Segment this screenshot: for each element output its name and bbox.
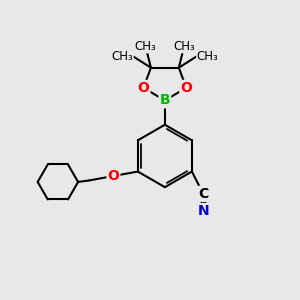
Text: CH₃: CH₃ xyxy=(173,40,195,53)
Text: B: B xyxy=(160,93,170,107)
Text: C: C xyxy=(198,187,208,201)
Text: O: O xyxy=(137,81,149,95)
Text: CH₃: CH₃ xyxy=(135,40,156,53)
Text: N: N xyxy=(198,204,210,218)
Text: CH₃: CH₃ xyxy=(111,50,133,63)
Text: O: O xyxy=(107,169,119,183)
Text: O: O xyxy=(180,81,192,95)
Text: CH₃: CH₃ xyxy=(197,50,218,63)
